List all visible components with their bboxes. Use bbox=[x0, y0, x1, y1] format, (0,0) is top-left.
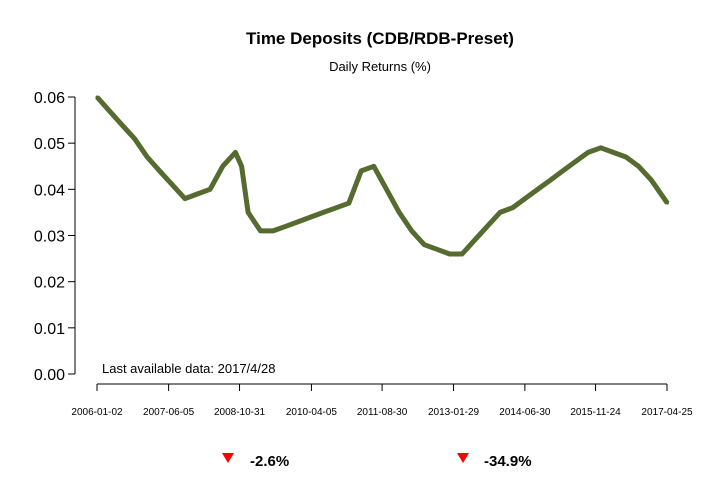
data-point bbox=[296, 220, 300, 224]
data-point bbox=[309, 215, 313, 219]
data-point bbox=[586, 150, 590, 154]
data-point bbox=[107, 109, 111, 113]
data-point bbox=[95, 95, 99, 99]
down-triangle-icon bbox=[457, 453, 469, 463]
data-point bbox=[145, 155, 149, 159]
data-point bbox=[665, 201, 669, 205]
data-point bbox=[321, 210, 325, 214]
data-point bbox=[259, 229, 263, 233]
data-point bbox=[240, 164, 244, 168]
data-point bbox=[599, 146, 603, 150]
chart-title: Time Deposits (CDB/RDB-Preset) bbox=[246, 29, 514, 48]
chart-subtitle: Daily Returns (%) bbox=[329, 59, 431, 74]
data-point bbox=[196, 192, 200, 196]
data-point bbox=[548, 178, 552, 182]
data-point bbox=[422, 243, 426, 247]
data-point bbox=[120, 123, 124, 127]
data-point bbox=[246, 210, 250, 214]
data-point bbox=[347, 201, 351, 205]
y-tick-label: 0.05 bbox=[34, 136, 65, 153]
x-tick-label: 2014-06-30 bbox=[499, 407, 551, 418]
x-tick-label: 2010-04-05 bbox=[286, 407, 338, 418]
y-tick-label: 0.03 bbox=[34, 229, 65, 246]
y-tick-label: 0.01 bbox=[34, 321, 65, 338]
data-point bbox=[384, 187, 388, 191]
y-axis: 0.00 0.01 0.02 0.03 0.04 0.05 0.06 bbox=[34, 90, 76, 384]
data-point bbox=[637, 164, 641, 168]
stat-1-value: -2.6% bbox=[250, 453, 289, 470]
y-tick-label: 0.04 bbox=[34, 182, 65, 199]
data-point bbox=[611, 150, 615, 154]
data-point bbox=[133, 137, 137, 141]
data-point bbox=[624, 155, 628, 159]
data-point bbox=[473, 238, 477, 242]
series-line bbox=[95, 95, 670, 257]
data-point bbox=[573, 160, 577, 164]
data-point bbox=[649, 178, 653, 182]
x-tick-label: 2007-06-05 bbox=[143, 407, 195, 418]
data-point bbox=[284, 224, 288, 228]
y-tick-label: 0.00 bbox=[34, 367, 65, 384]
x-tick-label: 2008-10-31 bbox=[214, 407, 266, 418]
data-point bbox=[510, 206, 514, 210]
data-point bbox=[208, 187, 212, 191]
data-point bbox=[397, 210, 401, 214]
data-point bbox=[334, 206, 338, 210]
x-tick-label: 2011-08-30 bbox=[357, 407, 408, 418]
data-point bbox=[460, 252, 464, 256]
x-tick-label: 2006-01-02 bbox=[71, 407, 123, 418]
data-point bbox=[183, 197, 187, 201]
x-tick-label: 2015-11-24 bbox=[570, 407, 621, 418]
data-point bbox=[221, 164, 225, 168]
data-point bbox=[158, 169, 162, 173]
y-tick-label: 0.06 bbox=[34, 90, 65, 107]
last-data-annotation: Last available data: 2017/4/28 bbox=[102, 361, 275, 376]
y-tick-label: 0.02 bbox=[34, 275, 65, 292]
data-point bbox=[536, 187, 540, 191]
plot-area bbox=[95, 95, 670, 257]
data-point bbox=[448, 252, 452, 256]
stat-2: -34.9% bbox=[457, 453, 532, 470]
x-tick-label: 2013-01-29 bbox=[428, 407, 480, 418]
stat-2-value: -34.9% bbox=[484, 453, 532, 470]
stat-1: -2.6% bbox=[222, 453, 289, 470]
data-point bbox=[561, 169, 565, 173]
data-point bbox=[170, 183, 174, 187]
data-point bbox=[359, 169, 363, 173]
data-point bbox=[372, 164, 376, 168]
x-axis: 2006-01-02 2007-06-05 2008-10-31 2010-04-05… bbox=[71, 383, 693, 418]
data-point bbox=[498, 210, 502, 214]
data-point bbox=[485, 224, 489, 228]
x-tick-label: 2017-04-25 bbox=[641, 407, 693, 418]
data-point bbox=[233, 150, 237, 154]
data-point bbox=[271, 229, 275, 233]
down-triangle-icon bbox=[222, 453, 234, 463]
data-point bbox=[435, 247, 439, 251]
data-point bbox=[410, 229, 414, 233]
data-point bbox=[523, 197, 527, 201]
